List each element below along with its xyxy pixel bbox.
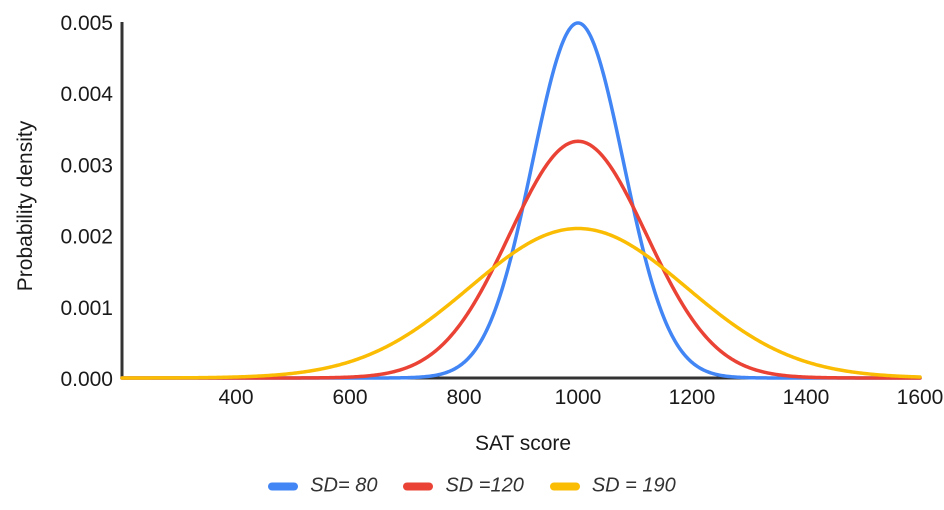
legend-swatch-yellow	[549, 482, 580, 490]
x-tick-label: 1600	[897, 386, 944, 409]
y-tick-label: 0.004	[60, 83, 113, 106]
x-tick-label: 400	[218, 386, 253, 409]
x-tick-label: 1000	[555, 386, 602, 409]
x-axis-title: SAT score	[474, 432, 572, 455]
curve-sd-120	[120, 139, 922, 380]
legend-item-sd190: SD = 190	[549, 474, 676, 498]
x-tick-label: 800	[446, 386, 481, 409]
legend-item-sd120: SD =120	[403, 474, 524, 498]
y-tick-label: 0.000	[60, 368, 113, 391]
legend-item-sd80: SD= 80	[268, 475, 377, 498]
x-tick-label: 1200	[669, 386, 716, 409]
legend-label-sd190: SD = 190	[591, 474, 676, 497]
legend-swatch-blue	[268, 482, 299, 490]
y-tick-label: 0.001	[60, 297, 113, 320]
legend-label-sd80: SD= 80	[310, 474, 378, 497]
y-tick-label: 0.005	[60, 12, 113, 35]
legend: SD= 80 SD =120 SD = 190	[0, 475, 944, 498]
x-tick-label: 1400	[783, 386, 830, 409]
curve-sd-80	[120, 21, 922, 380]
y-axis-title: Probability density	[14, 120, 37, 292]
curve-sd-190	[120, 226, 922, 380]
legend-swatch-red	[403, 482, 434, 490]
y-tick-label: 0.003	[60, 154, 113, 177]
legend-label-sd120: SD =120	[445, 474, 524, 497]
y-tick-label: 0.002	[60, 226, 113, 249]
x-tick-label: 600	[332, 386, 367, 409]
